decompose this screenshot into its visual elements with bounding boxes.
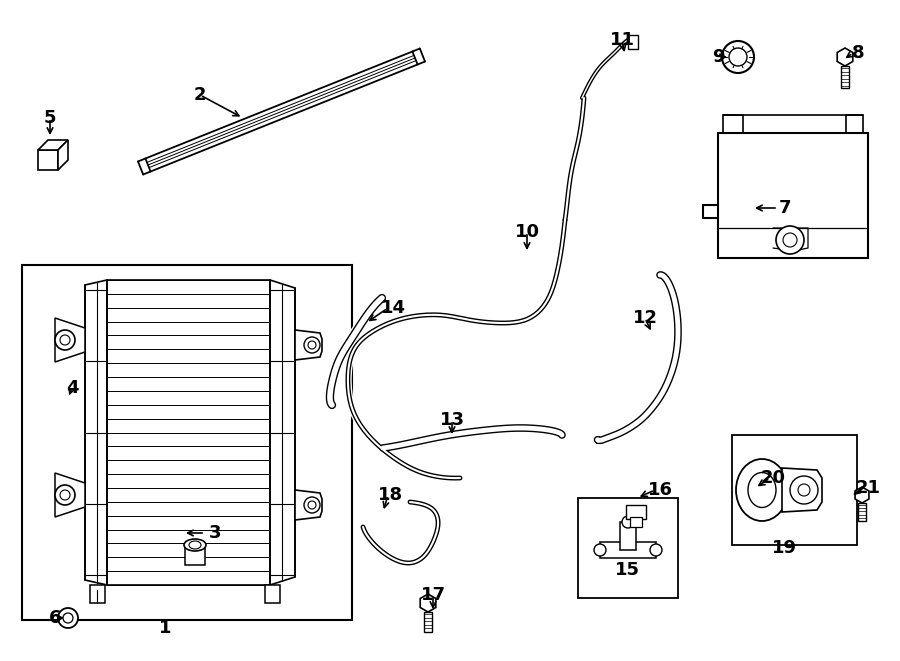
Bar — [626, 505, 646, 519]
Bar — [628, 35, 638, 49]
Circle shape — [776, 226, 804, 254]
Polygon shape — [837, 48, 853, 66]
Polygon shape — [855, 487, 868, 503]
Text: 4: 4 — [66, 379, 78, 397]
Bar — [578, 498, 678, 598]
Polygon shape — [265, 585, 280, 603]
Circle shape — [308, 501, 316, 509]
Text: 11: 11 — [609, 31, 634, 49]
Circle shape — [58, 608, 78, 628]
Text: 21: 21 — [856, 479, 880, 497]
Circle shape — [783, 233, 797, 247]
Polygon shape — [38, 150, 58, 170]
Text: 16: 16 — [647, 481, 672, 499]
Polygon shape — [295, 330, 322, 360]
Text: 3: 3 — [209, 524, 221, 542]
Circle shape — [304, 337, 320, 353]
Polygon shape — [55, 318, 85, 362]
Circle shape — [729, 48, 747, 66]
Text: 1: 1 — [158, 619, 171, 637]
Ellipse shape — [748, 473, 776, 508]
Text: 5: 5 — [44, 109, 56, 127]
Text: 2: 2 — [194, 86, 206, 104]
Ellipse shape — [189, 541, 201, 549]
Text: 17: 17 — [420, 586, 446, 604]
Circle shape — [722, 41, 754, 73]
Circle shape — [63, 613, 73, 623]
Bar — [732, 435, 857, 545]
Text: 9: 9 — [712, 48, 724, 66]
Polygon shape — [420, 594, 436, 612]
Bar — [22, 265, 352, 620]
Text: 14: 14 — [381, 299, 406, 317]
Circle shape — [55, 330, 75, 350]
Polygon shape — [55, 473, 85, 517]
Bar — [858, 503, 866, 521]
Polygon shape — [90, 585, 105, 603]
Bar — [620, 522, 636, 550]
Circle shape — [790, 476, 818, 504]
Text: 13: 13 — [439, 411, 464, 429]
Circle shape — [55, 485, 75, 505]
Text: 8: 8 — [851, 44, 864, 62]
Polygon shape — [58, 140, 68, 170]
Text: 18: 18 — [377, 486, 402, 504]
Polygon shape — [270, 280, 295, 585]
Circle shape — [594, 544, 606, 556]
Circle shape — [650, 544, 662, 556]
Bar — [424, 612, 432, 632]
Ellipse shape — [184, 539, 206, 551]
Bar — [718, 133, 868, 258]
Ellipse shape — [736, 459, 788, 521]
Polygon shape — [295, 490, 322, 520]
Circle shape — [60, 490, 70, 500]
Text: 6: 6 — [49, 609, 61, 627]
Text: 7: 7 — [778, 199, 791, 217]
Bar — [841, 66, 849, 88]
Bar — [600, 542, 656, 558]
Text: 12: 12 — [633, 309, 658, 327]
Polygon shape — [782, 468, 822, 512]
Circle shape — [304, 497, 320, 513]
Polygon shape — [85, 280, 107, 585]
Text: 19: 19 — [771, 539, 796, 557]
Text: 15: 15 — [615, 561, 640, 579]
Circle shape — [60, 335, 70, 345]
Polygon shape — [38, 140, 68, 150]
Polygon shape — [146, 52, 418, 171]
Circle shape — [308, 341, 316, 349]
Bar — [185, 545, 205, 565]
Bar — [630, 517, 642, 527]
Text: 10: 10 — [515, 223, 539, 241]
Circle shape — [798, 484, 810, 496]
Circle shape — [622, 516, 634, 528]
Text: 20: 20 — [760, 469, 786, 487]
